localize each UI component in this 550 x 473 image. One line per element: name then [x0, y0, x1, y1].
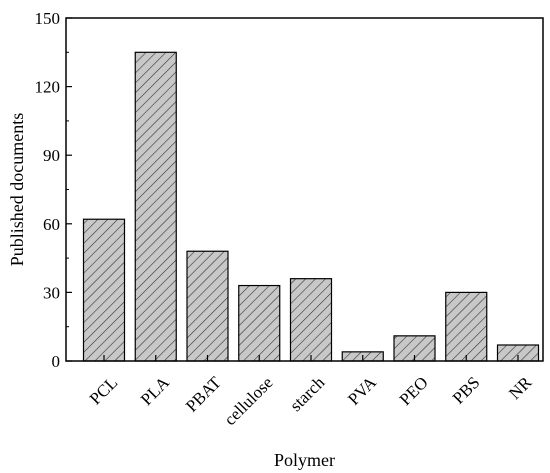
y-tick-label: 150 — [35, 9, 61, 28]
bar-peo — [393, 335, 436, 362]
x-tick-label: PVA — [344, 372, 380, 408]
bar-pcl — [82, 218, 126, 362]
y-tick-label: 0 — [52, 352, 61, 371]
x-axis-title: Polymer — [274, 450, 335, 470]
y-axis-title: Published documents — [7, 113, 27, 267]
y-tick-label: 90 — [43, 146, 60, 165]
x-tick-label: NR — [505, 372, 536, 403]
x-tick-label: PEO — [396, 373, 432, 409]
y-tick-label: 30 — [43, 283, 60, 302]
x-tick-label: PLA — [137, 372, 174, 409]
x-tick-label: PCL — [86, 373, 121, 408]
bar-pbat — [186, 250, 229, 362]
bar-starch — [289, 278, 333, 362]
x-tick-label: cellulose — [220, 373, 276, 429]
y-tick-label: 60 — [43, 215, 60, 234]
bar-pla — [134, 51, 177, 362]
x-tick-label: PBAT — [182, 372, 225, 415]
x-tick-label: starch — [286, 373, 328, 415]
bar-cellulose — [238, 284, 281, 362]
bar-pbs — [445, 291, 488, 362]
y-axis: 0 30 60 90 120 150 — [35, 9, 72, 371]
bars-group — [82, 51, 540, 362]
y-tick-label: 120 — [35, 78, 61, 97]
x-tick-label: PBS — [449, 373, 484, 408]
